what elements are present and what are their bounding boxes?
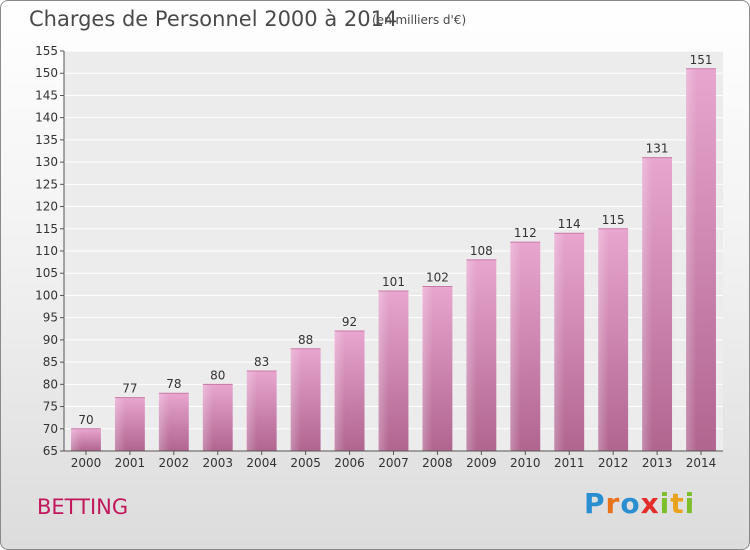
data-label: 131	[646, 142, 669, 156]
data-label: 112	[514, 226, 537, 240]
x-tick-label: 2013	[642, 456, 673, 470]
axes	[60, 50, 723, 455]
x-tick-label: 2001	[115, 456, 146, 470]
bar-highlight	[378, 291, 390, 451]
y-tick-label: 65	[43, 444, 58, 458]
data-label: 115	[602, 213, 625, 227]
bar-highlight	[71, 428, 82, 451]
x-tick-label: 2008	[422, 456, 453, 470]
x-tick-label: 2014	[686, 456, 717, 470]
y-tick-label: 115	[35, 222, 58, 236]
x-tick-label: 2006	[334, 456, 365, 470]
x-tick-label: 2012	[598, 456, 629, 470]
bar-highlight	[114, 397, 126, 451]
bar-highlight	[290, 348, 302, 451]
logo-letter: P	[584, 487, 606, 520]
bar-highlight	[554, 233, 565, 451]
data-label: 77	[122, 382, 137, 396]
y-tick-label: 90	[43, 333, 58, 347]
data-label: 78	[166, 377, 181, 391]
y-tick-label: 155	[35, 44, 58, 58]
data-label: 92	[342, 315, 357, 329]
data-label: 151	[690, 53, 713, 67]
x-tick-label: 2005	[290, 456, 321, 470]
y-tick-label: 95	[43, 311, 58, 325]
y-tick-label: 130	[35, 155, 58, 169]
data-label: 101	[382, 275, 405, 289]
x-tick-label: 2010	[510, 456, 541, 470]
x-tick-label: 2007	[378, 456, 409, 470]
y-tick-label: 125	[35, 177, 58, 191]
x-tick-label: 2003	[202, 456, 233, 470]
bars	[71, 68, 716, 452]
y-tick-label: 75	[43, 400, 58, 414]
y-tick-label: 110	[35, 244, 58, 258]
x-tick-label: 2009	[466, 456, 497, 470]
y-tick-label: 150	[35, 66, 58, 80]
data-label: 102	[426, 271, 449, 285]
location-name: BETTING	[37, 495, 129, 519]
logo-letter: r	[605, 487, 621, 520]
y-tick-label: 70	[43, 422, 58, 436]
proxiti-logo[interactable]: Proxiti	[584, 487, 695, 520]
bar-highlight	[158, 393, 170, 451]
data-label: 108	[470, 244, 493, 258]
chart-title: Charges de Personnel 2000 à 2014	[29, 7, 398, 31]
bar-highlight	[686, 68, 697, 452]
data-label: 70	[78, 413, 93, 427]
bar-highlight	[422, 286, 433, 451]
y-tick-label: 100	[35, 288, 58, 302]
y-tick-label: 135	[35, 133, 58, 147]
bar-highlight	[246, 371, 258, 451]
bar-highlight	[334, 331, 346, 451]
chart-subtitle: (en milliers d'€)	[372, 13, 467, 27]
data-label: 88	[298, 333, 313, 347]
logo-letter: i	[684, 487, 696, 520]
data-label: 83	[254, 355, 269, 369]
bar-highlight	[642, 157, 653, 451]
bar-highlight	[598, 228, 609, 451]
labels: 65 70 75 80 85 90 95 100 105 110 115 120 125 130 135 14…	[35, 44, 716, 470]
y-tick-label: 80	[43, 377, 58, 391]
bar-highlight	[466, 259, 477, 451]
data-label: 80	[210, 368, 225, 382]
x-tick-label: 2011	[554, 456, 585, 470]
y-tick-label: 145	[35, 88, 58, 102]
x-tick-label: 2002	[159, 456, 190, 470]
y-tick-label: 85	[43, 355, 58, 369]
bar-highlight	[510, 242, 521, 451]
logo-letter: t	[670, 487, 685, 520]
data-label: 114	[558, 217, 581, 231]
y-tick-label: 120	[35, 200, 58, 214]
x-tick-label: 2004	[246, 456, 277, 470]
bar-highlight	[202, 384, 214, 451]
logo-letter: x	[640, 487, 660, 520]
logo-letter: i	[659, 487, 671, 520]
y-tick-label: 140	[35, 111, 58, 125]
logo-letter: o	[620, 487, 641, 520]
x-tick-label: 2000	[71, 456, 102, 470]
y-tick-label: 105	[35, 266, 58, 280]
